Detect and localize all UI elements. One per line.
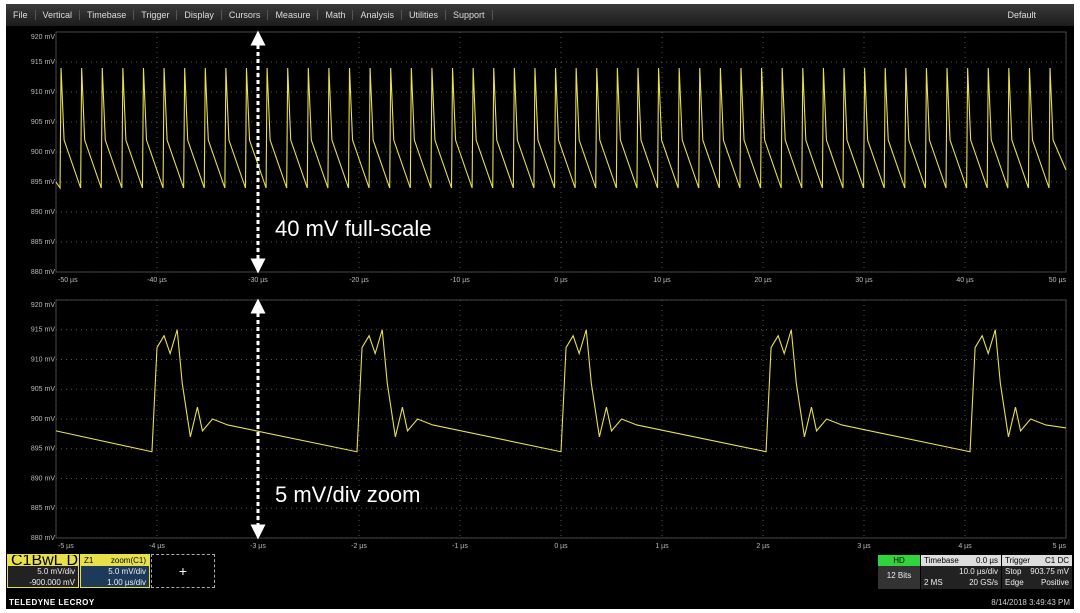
y-tick-label: 900 mV — [31, 149, 55, 156]
delay: 0.0 µs — [976, 556, 998, 565]
x-tick-label: -20 µs — [349, 277, 369, 284]
menu-item[interactable]: Support — [446, 10, 493, 20]
waveform — [55, 67, 1067, 190]
y-tick-label: 885 mV — [31, 505, 55, 512]
annotation: 5 mV/div zoom — [275, 482, 421, 507]
y-tick-label: 880 mV — [31, 535, 55, 542]
menu-item[interactable]: Analysis — [353, 10, 402, 20]
y-tick-label: 895 mV — [31, 446, 55, 453]
x-tick-label: -10 µs — [450, 277, 470, 284]
menu-bar: File Vertical Timebase Trigger Display Cursor… — [6, 4, 1074, 26]
y-tick-label: 895 mV — [31, 179, 55, 186]
x-tick-label: 0 µs — [554, 543, 568, 550]
x-tick-label: 50 µs — [1049, 277, 1067, 284]
x-tick-label: 3 µs — [857, 543, 871, 550]
scope-window: File Vertical Timebase Trigger Display Cursor… — [6, 4, 1074, 609]
footer: TELEDYNE LECROY 8/14/2018 3:49:43 PM — [6, 598, 1074, 609]
samples: 2 MS — [924, 578, 943, 587]
trigger-coupling: DC — [1057, 556, 1069, 565]
menu-item[interactable]: Trigger — [134, 10, 178, 20]
x-tick-label: 10 µs — [653, 277, 671, 284]
z1-scale: 5.0 mV/div — [108, 567, 146, 576]
hd-panel: HD 12 Bits — [878, 555, 920, 589]
y-tick-label: 890 mV — [31, 475, 55, 482]
c1-scale: 5.0 mV/div — [37, 567, 75, 576]
sample-rate: 20 GS/s — [969, 578, 998, 587]
y-tick-label: 900 mV — [31, 416, 55, 423]
trigger-panel[interactable]: Trigger C1 DC Stop 903.75 mV Edge Positive — [1002, 555, 1072, 589]
hd-badge: HD — [878, 555, 920, 566]
menu-item[interactable]: Display — [177, 10, 222, 20]
coupling: DC1M — [66, 554, 78, 569]
y-tick-label: 905 mV — [31, 119, 55, 126]
channel-id: C1 — [11, 554, 32, 569]
x-tick-label: 40 µs — [956, 277, 974, 284]
zoom-source: zoom(C1) — [110, 556, 146, 565]
x-tick-label: 30 µs — [855, 277, 873, 284]
x-tick-label: 20 µs — [754, 277, 772, 284]
menu-item[interactable]: Utilities — [402, 10, 446, 20]
trigger-level: 903.75 mV — [1030, 567, 1069, 576]
y-tick-label: 920 mV — [31, 302, 55, 309]
x-tick-label: 4 µs — [958, 543, 972, 550]
c1-offset: -900.000 mV — [29, 578, 75, 587]
menu-item[interactable]: Cursors — [222, 10, 269, 20]
menu-item[interactable]: Measure — [268, 10, 319, 20]
add-channel[interactable]: + — [151, 554, 215, 588]
z1-panel[interactable]: Z1 zoom(C1) 5.0 mV/div 1.00 µs/div — [80, 554, 150, 588]
y-tick-label: 880 mV — [31, 269, 55, 276]
menu-item[interactable]: Math — [318, 10, 354, 20]
x-tick-label: 0 µs — [554, 277, 568, 284]
y-tick-label: 915 mV — [31, 327, 55, 334]
z1-timebase: 1.00 µs/div — [107, 578, 146, 587]
y-tick-label: 910 mV — [31, 89, 55, 96]
annotation: 40 mV full-scale — [275, 216, 432, 241]
preset[interactable]: Default — [1007, 10, 1036, 20]
x-tick-label: -5 µs — [58, 543, 74, 550]
y-tick-label: 885 mV — [31, 239, 55, 246]
timestamp: 8/14/2018 3:49:43 PM — [991, 598, 1070, 607]
x-tick-label: 5 µs — [1053, 543, 1067, 550]
channel-id: Z1 — [84, 556, 94, 565]
y-tick-label: 915 mV — [31, 59, 55, 66]
y-tick-label: 910 mV — [31, 356, 55, 363]
trigger-title: Trigger — [1005, 556, 1031, 565]
menu-item[interactable]: Timebase — [80, 10, 135, 20]
bandwidth: BwL — [31, 554, 62, 569]
waveform — [55, 329, 1067, 453]
brand: TELEDYNE LECROY — [9, 598, 95, 607]
plots: 880 mV 885 mV 890 mV 895 mV 900 mV 905 mV 910 … — [31, 30, 1067, 550]
timebase-title: Timebase — [924, 556, 959, 565]
trigger-mode: Stop — [1005, 567, 1022, 576]
x-tick-label: -30 µs — [248, 277, 268, 284]
x-tick-label: 2 µs — [756, 543, 770, 550]
x-tick-label: -3 µs — [250, 543, 266, 550]
x-tick-label: -2 µs — [351, 543, 367, 550]
y-tick-label: 890 mV — [31, 209, 55, 216]
x-tick-label: -40 µs — [147, 277, 167, 284]
menu-item[interactable]: File — [6, 10, 36, 20]
x-tick-label: -1 µs — [452, 543, 468, 550]
timebase-panel[interactable]: Timebase 0.0 µs 10.0 µs/div 2 MS 20 GS/s — [921, 555, 1001, 589]
menu-item[interactable]: Vertical — [36, 10, 81, 20]
trigger-slope: Positive — [1040, 578, 1069, 587]
bits: 12 Bits — [886, 571, 912, 580]
y-tick-label: 905 mV — [31, 386, 55, 393]
time-scale: 10.0 µs/div — [959, 567, 998, 576]
x-tick-label: -50 µs — [58, 277, 78, 284]
trigger-source: C1 — [1044, 556, 1056, 565]
x-tick-label: 1 µs — [655, 543, 669, 550]
x-tick-label: -4 µs — [149, 543, 165, 550]
trigger-type: Edge — [1005, 578, 1024, 587]
y-tick-label: 920 mV — [31, 34, 55, 41]
